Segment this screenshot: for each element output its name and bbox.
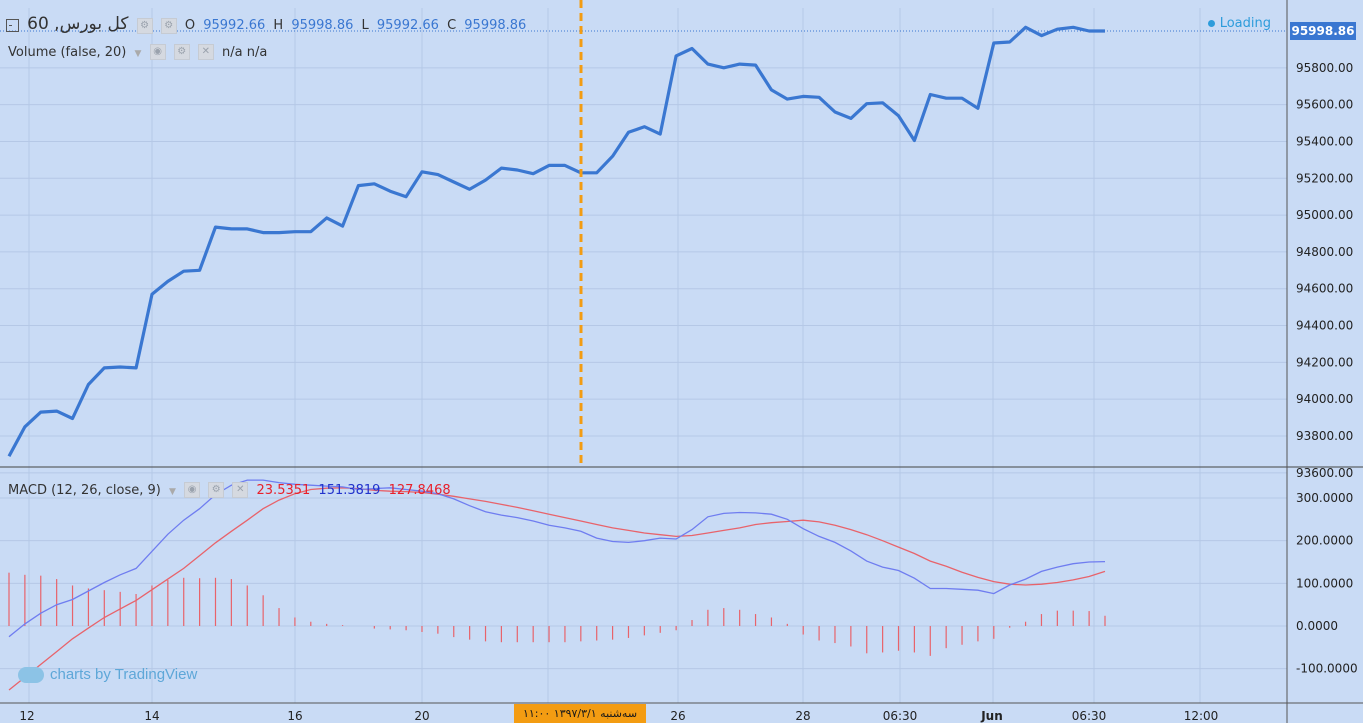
- loading-label: Loading: [1219, 16, 1271, 31]
- ohlc-h-value: 95998.86: [291, 18, 354, 33]
- last-price-badge: 95998.86: [1290, 22, 1356, 40]
- macd-label[interactable]: MACD (12, 26, close, 9): [8, 482, 161, 498]
- price-tick-label: 94800.00: [1296, 245, 1353, 259]
- eye-icon[interactable]: ◉: [184, 482, 201, 498]
- price-tick-label: 94400.00: [1296, 319, 1353, 333]
- macd-legend: MACD (12, 26, close, 9) ▼ ◉ ⚙ ✕ 23.5351 …: [8, 482, 455, 498]
- gear-icon[interactable]: ⚙: [136, 17, 153, 34]
- ohlc-c-label: C: [447, 18, 457, 33]
- time-tick-label: 12: [19, 709, 34, 723]
- price-tick-label: 94000.00: [1296, 392, 1353, 406]
- ohlc-h-label: H: [273, 18, 284, 33]
- ohlc-l-value: 95992.66: [376, 18, 439, 33]
- price-tick-label: 95200.00: [1296, 171, 1353, 185]
- macd-signal-line: [8, 487, 1106, 691]
- macd-line-value: 151.3819: [318, 482, 381, 498]
- ohlc-o-value: 95992.66: [203, 18, 266, 33]
- volume-dropdown-icon[interactable]: ▼: [134, 48, 142, 59]
- close-icon[interactable]: ✕: [232, 482, 249, 498]
- time-tick-label: 28: [795, 709, 810, 723]
- macd-tick-label: 0.0000: [1296, 619, 1338, 633]
- tradingview-branding[interactable]: charts by TradingView: [18, 666, 198, 684]
- macd-line: [8, 479, 1106, 638]
- cloud-icon: [18, 667, 44, 684]
- symbol-legend: کل بورس, 60 ⚙ ⚙ O 95992.66 H 95998.86 L …: [6, 14, 530, 34]
- ohlc-o-label: O: [184, 18, 196, 33]
- volume-label[interactable]: Volume (false, 20): [8, 44, 127, 60]
- time-tick-label: 06:30: [1072, 709, 1107, 723]
- eye-icon[interactable]: ◉: [149, 44, 166, 60]
- price-tick-label: 95600.00: [1296, 98, 1353, 112]
- macd-tick-label: 100.0000: [1296, 576, 1353, 590]
- time-tick-label: 12:00: [1184, 709, 1219, 723]
- price-tick-label: 94200.00: [1296, 355, 1353, 369]
- macd-histogram-value: 23.5351: [256, 482, 311, 498]
- gear-icon[interactable]: ⚙: [173, 44, 190, 60]
- macd-tick-label: 200.0000: [1296, 534, 1353, 548]
- close-icon[interactable]: ✕: [197, 44, 214, 60]
- price-tick-label: 93600.00: [1296, 466, 1353, 480]
- price-tick-label: 95000.00: [1296, 208, 1353, 222]
- ohlc-l-label: L: [361, 18, 369, 33]
- loading-dot-icon: [1207, 20, 1215, 27]
- time-tick-label: 26: [670, 709, 685, 723]
- macd-dropdown-icon[interactable]: ▼: [169, 486, 176, 497]
- macd-tick-label: 300.0000: [1296, 491, 1353, 505]
- loading-indicator: Loading: [1207, 16, 1271, 31]
- ohlc-c-value: 95998.86: [464, 18, 527, 33]
- macd-signal-value: 127.8468: [388, 482, 451, 498]
- branding-text: charts by TradingView: [50, 666, 198, 683]
- crosshair-date-label: سه‌شنبه ۱۳۹۷/۳/۱ ۱۱:۰۰: [514, 704, 646, 723]
- volume-values: n/a n/a: [221, 44, 268, 60]
- time-tick-label: 20: [414, 709, 429, 723]
- macd-tick-label: -100.0000: [1296, 662, 1358, 676]
- symbol-collapse-icon[interactable]: [6, 19, 19, 32]
- price-tick-label: 95800.00: [1296, 61, 1353, 75]
- settings-icon[interactable]: ⚙: [160, 17, 177, 34]
- price-line: [7, 25, 1105, 458]
- volume-legend: Volume (false, 20) ▼ ◉ ⚙ ✕ n/a n/a: [8, 44, 271, 60]
- price-tick-label: 94600.00: [1296, 282, 1353, 296]
- price-tick-label: 95400.00: [1296, 134, 1353, 148]
- time-tick-label: 16: [287, 709, 302, 723]
- price-tick-label: 93800.00: [1296, 429, 1353, 443]
- symbol-name: کل بورس, 60: [27, 14, 129, 34]
- time-tick-label: Jun: [980, 709, 1003, 723]
- gear-icon[interactable]: ⚙: [208, 482, 225, 498]
- time-tick-label: 14: [144, 709, 159, 723]
- time-tick-label: 06:30: [883, 709, 918, 723]
